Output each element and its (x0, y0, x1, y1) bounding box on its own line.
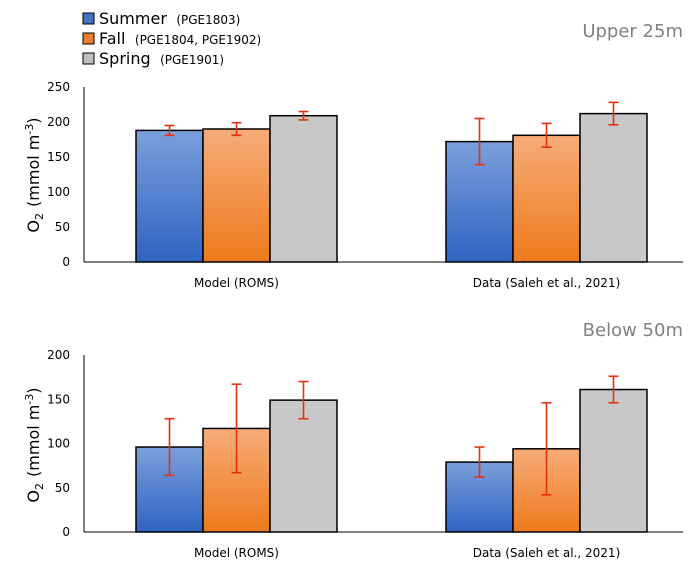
legend-swatch-spring (82, 52, 95, 65)
bar-fall-model (202, 128, 271, 263)
y-tick-label: 150 (47, 150, 70, 164)
legend-detail-summer: (PGE1803) (176, 13, 240, 27)
legend-item-spring: Spring (PGE1901) (82, 49, 224, 68)
y-axis-label-below: O2(mmol m-3) (23, 387, 46, 502)
bar-summer-model (135, 129, 204, 263)
legend-item-summer: Summer (PGE1803) (82, 9, 240, 28)
x-category-label: Data (Saleh et al., 2021) (473, 276, 621, 290)
chart-title-below: Below 50m (583, 320, 683, 341)
x-category-label: Model (ROMS) (194, 276, 279, 290)
svg-text:Fall (PGE1804, PGE1902: Fall (PGE1804, PGE1902) (99, 29, 261, 48)
legend-label-summer: Summer (99, 9, 167, 28)
legend-swatch-fall (82, 32, 95, 45)
y-tick-label: 50 (55, 220, 70, 234)
y-tick-label: 100 (47, 185, 70, 199)
bar-spring-data (579, 112, 648, 263)
x-category-label: Data (Saleh et al., 2021) (473, 546, 621, 560)
chart-title-upper: Upper 25m (582, 21, 683, 42)
y-tick-label: 50 (55, 481, 70, 495)
chart-upper-25m: Upper 25m O2(mmol m-3) 0 50 100 150 200 250 Mo… (23, 21, 683, 290)
y-tick-label: 0 (62, 255, 70, 269)
y-axis-label-upper: O2(mmol m-3) (23, 117, 46, 232)
y-tick-label: 100 (47, 437, 70, 451)
legend: Summer (PGE1803) Fall (PGE1804, PGE1902)… (82, 9, 261, 68)
y-tick-label: 150 (47, 392, 70, 406)
legend-swatch-summer (82, 12, 95, 25)
y-tick-label: 200 (47, 348, 70, 362)
y-tick-label: 250 (47, 80, 70, 94)
legend-label-fall: Fall (99, 29, 125, 48)
bar-spring-data (579, 388, 648, 533)
legend-label-spring: Spring (99, 49, 151, 68)
svg-text:Summer (PGE1803): Summer (PGE1803) (99, 9, 240, 28)
svg-text:Spring (PGE1901): Spring (PGE1901) (99, 49, 224, 68)
chart-below-50m: Below 50m O2(mmol m-3) 0 50 100 150 200 Model… (23, 320, 683, 560)
bar-spring-model (269, 399, 338, 533)
legend-item-fall: Fall (PGE1804, PGE1902) (82, 29, 261, 48)
y-tick-label: 0 (62, 525, 70, 539)
legend-detail-spring: (PGE1901) (160, 53, 224, 67)
y-tick-label: 200 (47, 115, 70, 129)
legend-detail-fall: (PGE1804, PGE1902) (135, 33, 261, 47)
bar-spring-model (269, 114, 338, 263)
x-category-label: Model (ROMS) (194, 546, 279, 560)
bar-fall-data (512, 134, 581, 263)
